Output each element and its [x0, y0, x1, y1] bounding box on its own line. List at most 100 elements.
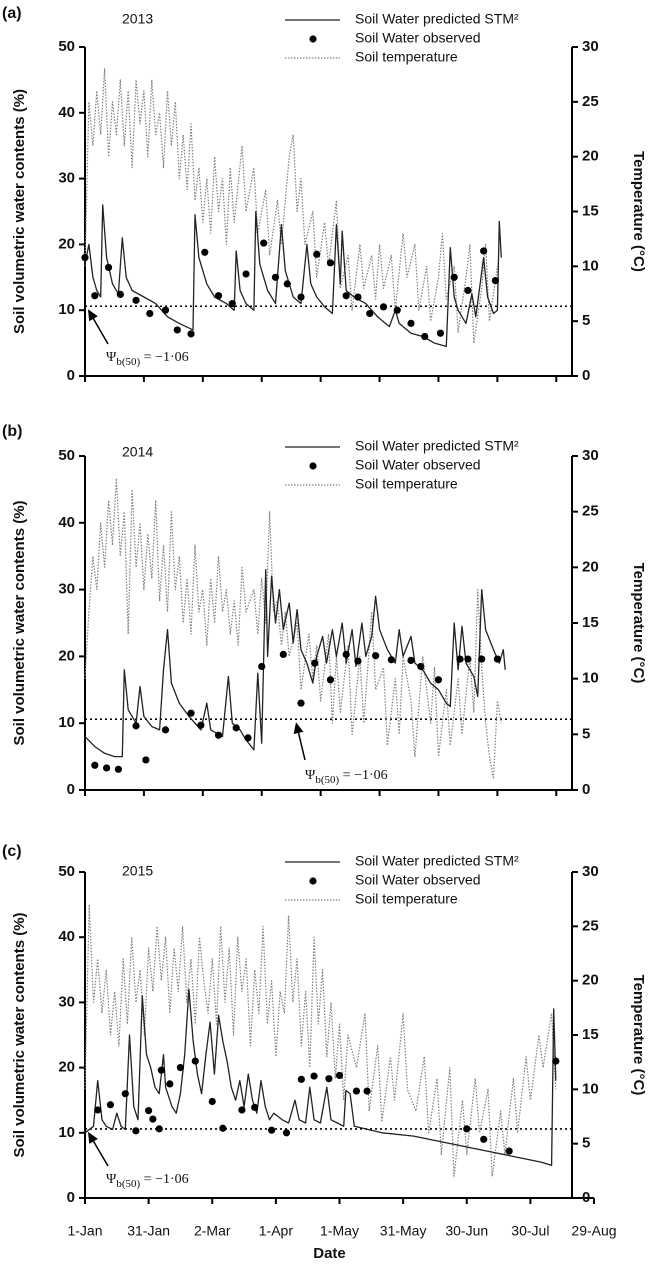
y-tick-label: 40: [58, 104, 75, 121]
observed-point: [480, 247, 488, 255]
y2-tick-label: 20: [582, 558, 599, 575]
y2-tick-label: 15: [582, 202, 599, 219]
observed-point: [258, 662, 266, 671]
observed-point: [145, 1107, 153, 1115]
observed-point: [480, 1135, 488, 1143]
observed-point: [379, 303, 388, 311]
x-tick-label: 31-Jan: [127, 1223, 170, 1239]
observed-point: [493, 655, 501, 663]
observed-point: [421, 332, 429, 341]
y2-axis-title: Temperature (°C): [630, 975, 647, 1096]
y-axis-title: Soil volumetric water contents (%): [11, 912, 28, 1157]
temperature-line: [84, 477, 502, 780]
panel-year: 2014: [122, 444, 153, 460]
x-tick-label: 1-Jan: [67, 1223, 102, 1239]
y2-tick-label: 20: [582, 972, 599, 989]
x-tick-label: 29-Aug: [571, 1223, 616, 1239]
observed-point: [335, 1071, 344, 1080]
observed-point: [208, 1097, 216, 1106]
y2-tick-label: 0: [582, 1189, 590, 1206]
y-axis-title: Soil volumetric water contents (%): [11, 500, 28, 745]
annotation-symbol: Ψ: [305, 768, 316, 783]
observed-point: [149, 1115, 157, 1123]
observed-point: [478, 655, 486, 663]
observed-point: [407, 319, 415, 327]
observed-point: [142, 756, 150, 764]
y-axis-title: Soil volumetric water contents (%): [11, 89, 28, 334]
observed-point: [491, 276, 500, 285]
observed-point: [242, 270, 250, 278]
legend-swatch: [309, 462, 317, 470]
observed-point: [456, 655, 464, 663]
observed-point: [325, 1075, 333, 1083]
y-tick-label: 20: [58, 235, 75, 252]
y2-tick-label: 5: [582, 725, 590, 742]
observed-point: [132, 722, 140, 730]
y2-tick-label: 20: [582, 148, 599, 165]
observed-point: [81, 253, 89, 262]
observed-point: [132, 1127, 140, 1135]
observed-point: [260, 239, 268, 247]
panel-label: (a): [2, 5, 22, 22]
y2-axis-title: Temperature (°C): [630, 151, 647, 272]
observed-point: [161, 726, 170, 734]
y2-tick-label: 5: [582, 312, 590, 329]
observed-point: [552, 1057, 560, 1065]
y-tick-label: 50: [58, 863, 75, 880]
y-tick-label: 30: [58, 993, 75, 1010]
annotation-arrowhead: [88, 309, 98, 322]
legend-label: Soil Water observed: [355, 872, 481, 888]
observed-point: [311, 659, 319, 667]
panel-label: (b): [2, 423, 22, 440]
observed-point: [106, 1101, 115, 1109]
observed-point: [161, 306, 170, 314]
observed-point: [271, 273, 280, 281]
annotation-arrow: [90, 314, 109, 345]
legend-label: Soil temperature: [355, 476, 458, 492]
observed-point: [157, 1066, 165, 1074]
x-tick-label: 2-Mar: [194, 1223, 231, 1239]
observed-point: [191, 1057, 199, 1065]
y-tick-label: 50: [58, 447, 75, 464]
annotation: Ψb(50) = −1·06: [106, 350, 189, 367]
observed-point: [282, 1129, 291, 1137]
y-tick-label: 0: [67, 1189, 75, 1206]
observed-point: [393, 306, 401, 314]
y-tick-label: 20: [58, 647, 75, 664]
observed-point: [166, 1080, 174, 1088]
temperature-line: [84, 68, 498, 344]
observed-point: [201, 248, 209, 256]
observed-point: [372, 652, 380, 660]
observed-point: [297, 1075, 305, 1083]
y2-tick-label: 0: [582, 781, 590, 798]
observed-point: [354, 657, 362, 665]
y-tick-label: 20: [58, 1059, 75, 1076]
y2-tick-label: 15: [582, 614, 599, 631]
observed-point: [283, 280, 291, 288]
predicted-line: [84, 568, 506, 758]
y-tick-label: 10: [58, 714, 75, 731]
predicted-line: [84, 988, 557, 1167]
observed-point: [342, 292, 350, 300]
legend-label: Soil Water predicted STM²: [355, 11, 519, 27]
annotation-arrowhead: [293, 722, 304, 735]
legend-label: Soil Water observed: [355, 457, 481, 473]
annotation: Ψb(50) = −1·06: [106, 1172, 189, 1189]
annotation: Ψb(50) = −1·06: [305, 768, 388, 785]
annotation-symbol: Ψ: [106, 350, 117, 365]
legend-swatch: [309, 877, 317, 885]
observed-point: [387, 656, 395, 664]
observed-point: [434, 676, 443, 684]
y2-tick-label: 25: [582, 917, 599, 934]
y2-tick-label: 5: [582, 1135, 590, 1152]
observed-point: [407, 656, 415, 665]
annotation-subscript: b(50): [315, 774, 339, 786]
x-tick-label: 31-May: [380, 1223, 427, 1239]
observed-point: [450, 273, 458, 281]
y-tick-label: 50: [58, 38, 75, 55]
y2-tick-label: 15: [582, 1026, 599, 1043]
observed-point: [132, 296, 140, 304]
y2-tick-label: 30: [582, 38, 599, 55]
